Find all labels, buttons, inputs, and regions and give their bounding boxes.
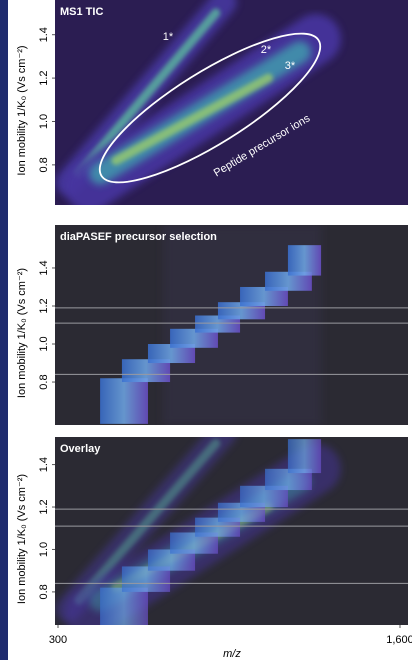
isolation-window bbox=[195, 315, 241, 333]
annotation-ellipse bbox=[98, 32, 322, 184]
side-strip bbox=[0, 0, 8, 660]
panel-title: diaPASEF precursor selection bbox=[60, 231, 217, 243]
isolation-window bbox=[195, 517, 241, 537]
y-tick-label: 0.8 bbox=[38, 584, 50, 599]
y-tick-label: 0.8 bbox=[38, 374, 50, 389]
isolation-window bbox=[121, 359, 171, 383]
isolation-window bbox=[170, 328, 218, 348]
annotation: 3* bbox=[285, 60, 296, 72]
y-tick-label: 1.0 bbox=[38, 114, 50, 129]
x-axis-label: m/z bbox=[223, 648, 241, 660]
y-tick-label: 1.4 bbox=[38, 27, 50, 42]
y-axis-label: Ion mobility 1/K₀ (Vs cm⁻²) bbox=[16, 474, 28, 604]
isolation-window bbox=[240, 485, 288, 508]
annotation: 1* bbox=[163, 31, 174, 43]
x-tick-label: 300 bbox=[49, 634, 67, 646]
isolation-window bbox=[240, 286, 288, 306]
isolation-window bbox=[217, 302, 266, 320]
isolation-window bbox=[147, 344, 196, 364]
intensity-band bbox=[74, 438, 221, 605]
isolation-window bbox=[287, 439, 322, 474]
isolation-window bbox=[170, 532, 218, 554]
y-tick-label: 1.2 bbox=[38, 70, 50, 85]
isolation-window bbox=[287, 245, 322, 276]
isolation-window bbox=[147, 549, 196, 571]
isolation-window bbox=[100, 378, 148, 424]
y-axis-label: Ion mobility 1/K₀ (Vs cm⁻²) bbox=[16, 268, 28, 398]
y-axis-label: Ion mobility 1/K₀ (Vs cm⁻²) bbox=[16, 45, 28, 175]
intensity-band bbox=[74, 8, 221, 179]
y-tick-label: 1.0 bbox=[38, 542, 50, 557]
x-tick-label: 1,600 bbox=[386, 634, 412, 646]
panel bbox=[55, 225, 408, 425]
isolation-window bbox=[217, 502, 266, 522]
y-tick-label: 1.0 bbox=[38, 336, 50, 351]
y-tick-label: 1.2 bbox=[38, 499, 50, 514]
isolation-window bbox=[265, 468, 312, 491]
panel bbox=[55, 437, 408, 625]
y-tick-label: 1.4 bbox=[38, 457, 50, 472]
intensity-band bbox=[111, 73, 273, 166]
y-tick-label: 1.4 bbox=[38, 260, 50, 275]
annotation: 2* bbox=[261, 44, 272, 56]
panel-title: Overlay bbox=[60, 443, 101, 455]
panel-title: MS1 TIC bbox=[60, 6, 103, 18]
isolation-window bbox=[265, 271, 312, 291]
panel: 1*2*3*Peptide precursor ions bbox=[55, 0, 408, 205]
y-tick-label: 1.2 bbox=[38, 298, 50, 313]
y-tick-label: 0.8 bbox=[38, 157, 50, 172]
isolation-window bbox=[100, 587, 148, 625]
